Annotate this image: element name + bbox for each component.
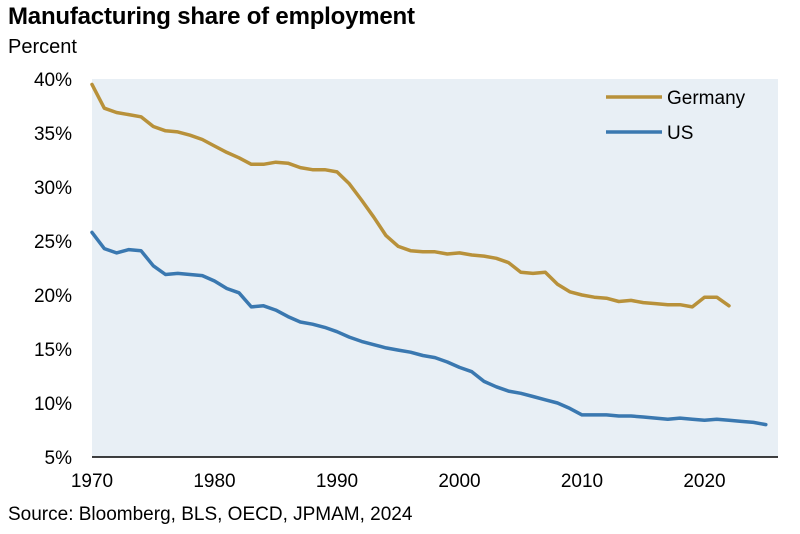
legend-label-us: US xyxy=(667,123,693,144)
series-lines xyxy=(90,82,768,427)
y-tick-label: 35% xyxy=(34,124,72,145)
y-tick-label: 40% xyxy=(34,70,72,91)
y-tick-label: 10% xyxy=(34,394,72,415)
y-tick-label: 15% xyxy=(34,340,72,361)
y-tick-label: 20% xyxy=(34,286,72,307)
x-tick-label: 1980 xyxy=(193,471,235,492)
x-tick-label: 1990 xyxy=(316,471,358,492)
chart-title: Manufacturing share of employment xyxy=(8,3,415,30)
legend-label-germany: Germany xyxy=(667,88,746,109)
series-line-us xyxy=(90,230,768,427)
chart-subtitle: Percent xyxy=(8,36,77,58)
y-tick-label: 5% xyxy=(45,448,73,469)
series-line-germany xyxy=(90,82,731,309)
y-tick-label: 25% xyxy=(34,232,72,253)
x-tick-label: 1970 xyxy=(71,471,113,492)
y-tick-label: 30% xyxy=(34,178,72,199)
axis-ticks: 5% 10% 15% 20% 25% 30% 35% 40% 1970 1980 1990 2000 2… xyxy=(34,70,726,492)
legend: Germany US xyxy=(606,88,746,144)
x-tick-label: 2010 xyxy=(561,471,603,492)
x-tick-label: 2020 xyxy=(683,471,725,492)
x-tick-label: 2000 xyxy=(438,471,480,492)
source-note: Source: Bloomberg, BLS, OECD, JPMAM, 202… xyxy=(8,504,413,525)
